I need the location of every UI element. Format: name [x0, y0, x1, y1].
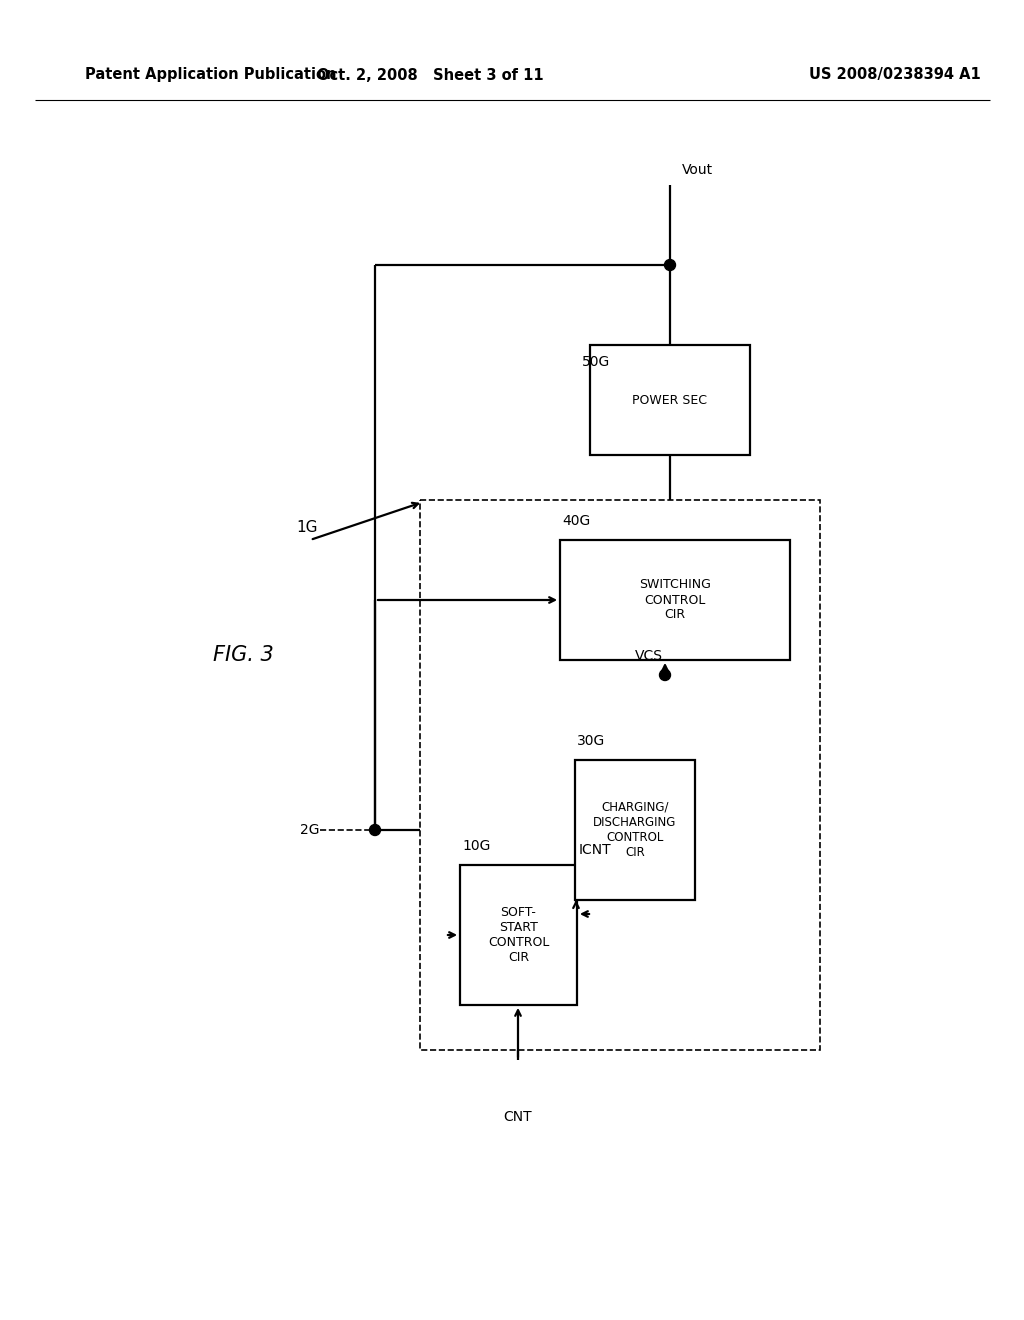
- Text: SWITCHING
CONTROL
CIR: SWITCHING CONTROL CIR: [639, 578, 711, 622]
- Text: 40G: 40G: [562, 513, 590, 528]
- Text: Vout: Vout: [682, 162, 713, 177]
- Circle shape: [370, 825, 381, 836]
- Text: CNT: CNT: [504, 1110, 532, 1125]
- Text: US 2008/0238394 A1: US 2008/0238394 A1: [809, 67, 981, 82]
- Text: 50G: 50G: [582, 355, 610, 370]
- Text: FIG. 3: FIG. 3: [213, 645, 273, 665]
- Bar: [590, 345, 750, 455]
- Text: SOFT-
START
CONTROL
CIR: SOFT- START CONTROL CIR: [487, 906, 549, 964]
- Text: POWER SEC: POWER SEC: [633, 393, 708, 407]
- Text: 2G: 2G: [300, 822, 319, 837]
- Text: VCS: VCS: [635, 649, 663, 663]
- Bar: [420, 500, 820, 1049]
- Bar: [575, 760, 695, 900]
- Text: CHARGING/
DISCHARGING
CONTROL
CIR: CHARGING/ DISCHARGING CONTROL CIR: [593, 801, 677, 859]
- Text: ICNT: ICNT: [579, 843, 611, 857]
- Text: 1G: 1G: [296, 520, 317, 536]
- Text: 30G: 30G: [577, 734, 605, 748]
- Text: Patent Application Publication: Patent Application Publication: [85, 67, 337, 82]
- Text: 10G: 10G: [462, 840, 490, 853]
- Text: Oct. 2, 2008   Sheet 3 of 11: Oct. 2, 2008 Sheet 3 of 11: [316, 67, 544, 82]
- Circle shape: [665, 260, 676, 271]
- Circle shape: [659, 669, 671, 681]
- Bar: [560, 540, 790, 660]
- Bar: [460, 865, 577, 1005]
